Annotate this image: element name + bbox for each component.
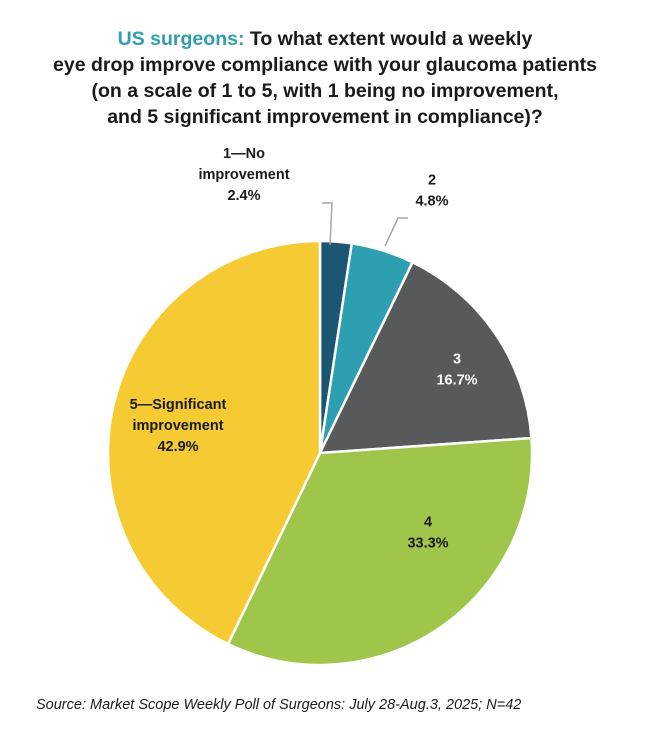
slice-value-4: 33.3% (407, 536, 448, 552)
slice-category-2: 2 (428, 173, 436, 189)
pie-slice-3 (318, 261, 533, 455)
leader-line-2 (384, 217, 408, 247)
pie-slice-5 (106, 239, 322, 646)
slice-value-5: 42.9% (157, 439, 198, 455)
slice-category-1: 1—No (223, 146, 265, 162)
slice-category-1: improvement (198, 167, 289, 183)
slice-label-5: 5—Significant improvement 42.9% (130, 397, 227, 455)
leader-line-1 (322, 202, 333, 246)
title-lead: US surgeons: (117, 28, 245, 50)
title-line-1: To what extent would a weekly (249, 28, 533, 50)
slice-category-3: 3 (453, 352, 461, 368)
chart-title: US surgeons: To what extent would a week… (0, 26, 650, 130)
slice-label-3: 3 16.7% (436, 352, 477, 389)
slice-value-2: 4.8% (415, 194, 448, 210)
slice-category-5: 5—Significant (130, 397, 227, 413)
pie-slice-4 (226, 436, 534, 667)
title-line-4: and 5 significant improvement in complia… (107, 106, 543, 128)
source-note: Source: Market Scope Weekly Poll of Surg… (36, 697, 522, 713)
title-line-3: (on a scale of 1 to 5, with 1 being no i… (91, 80, 559, 102)
slice-label-1: 1—No improvement 2.4% (198, 146, 289, 204)
slice-label-2: 2 4.8% (415, 173, 448, 210)
slice-value-3: 16.7% (436, 373, 477, 389)
slice-label-4: 4 33.3% (407, 515, 448, 552)
slice-category-4: 4 (424, 515, 432, 531)
slice-value-1: 2.4% (227, 188, 260, 204)
title-line-2: eye drop improve compliance with your gl… (53, 54, 597, 76)
slice-category-5: improvement (132, 418, 223, 434)
